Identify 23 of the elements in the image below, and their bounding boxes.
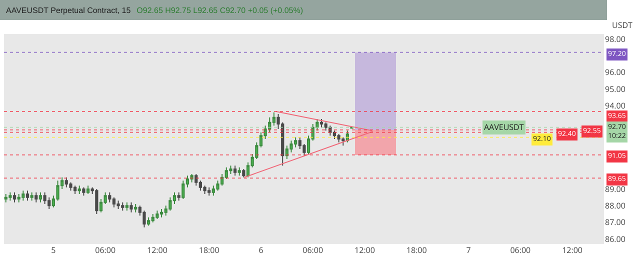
annotation: AAVEUSDT [484,122,524,133]
x-tick-label: 7 [466,245,472,256]
y-tick-label: 94.00 [605,100,626,112]
x-tick-label: 5 [51,245,56,256]
x-tick-label: 12:00 [354,245,376,256]
x-tick-label: 12:00 [147,245,168,256]
chart-title: AAVEUSDT Perpetual Contract, 15 [6,6,131,15]
x-tick-label: 6 [258,245,264,256]
y-tick-label: 89.00 [605,184,626,195]
y-tick-label: 96.00 [605,67,626,78]
x-tick-label: 18:00 [406,245,428,256]
x-tick-label: 06:00 [510,245,532,256]
y-tick-label: 87.00 [605,217,626,228]
y-axis-title: USDT [612,20,634,31]
x-tick-label: 12:00 [562,245,583,256]
x-tick-label: 18:00 [198,245,220,256]
y-tick-label: 86.00 [605,234,626,245]
y-tick-label: 88.00 [605,200,626,212]
x-tick-label: 06:00 [95,245,116,256]
x-tick-label: 06:00 [302,245,324,256]
chart-subtitle: O92.65 H92.75 L92.65 C92.70 +0.05 (+0.05%) [136,6,303,15]
y-tick-label: 98.00 [605,34,626,45]
y-tick-label: 95.00 [605,84,626,95]
